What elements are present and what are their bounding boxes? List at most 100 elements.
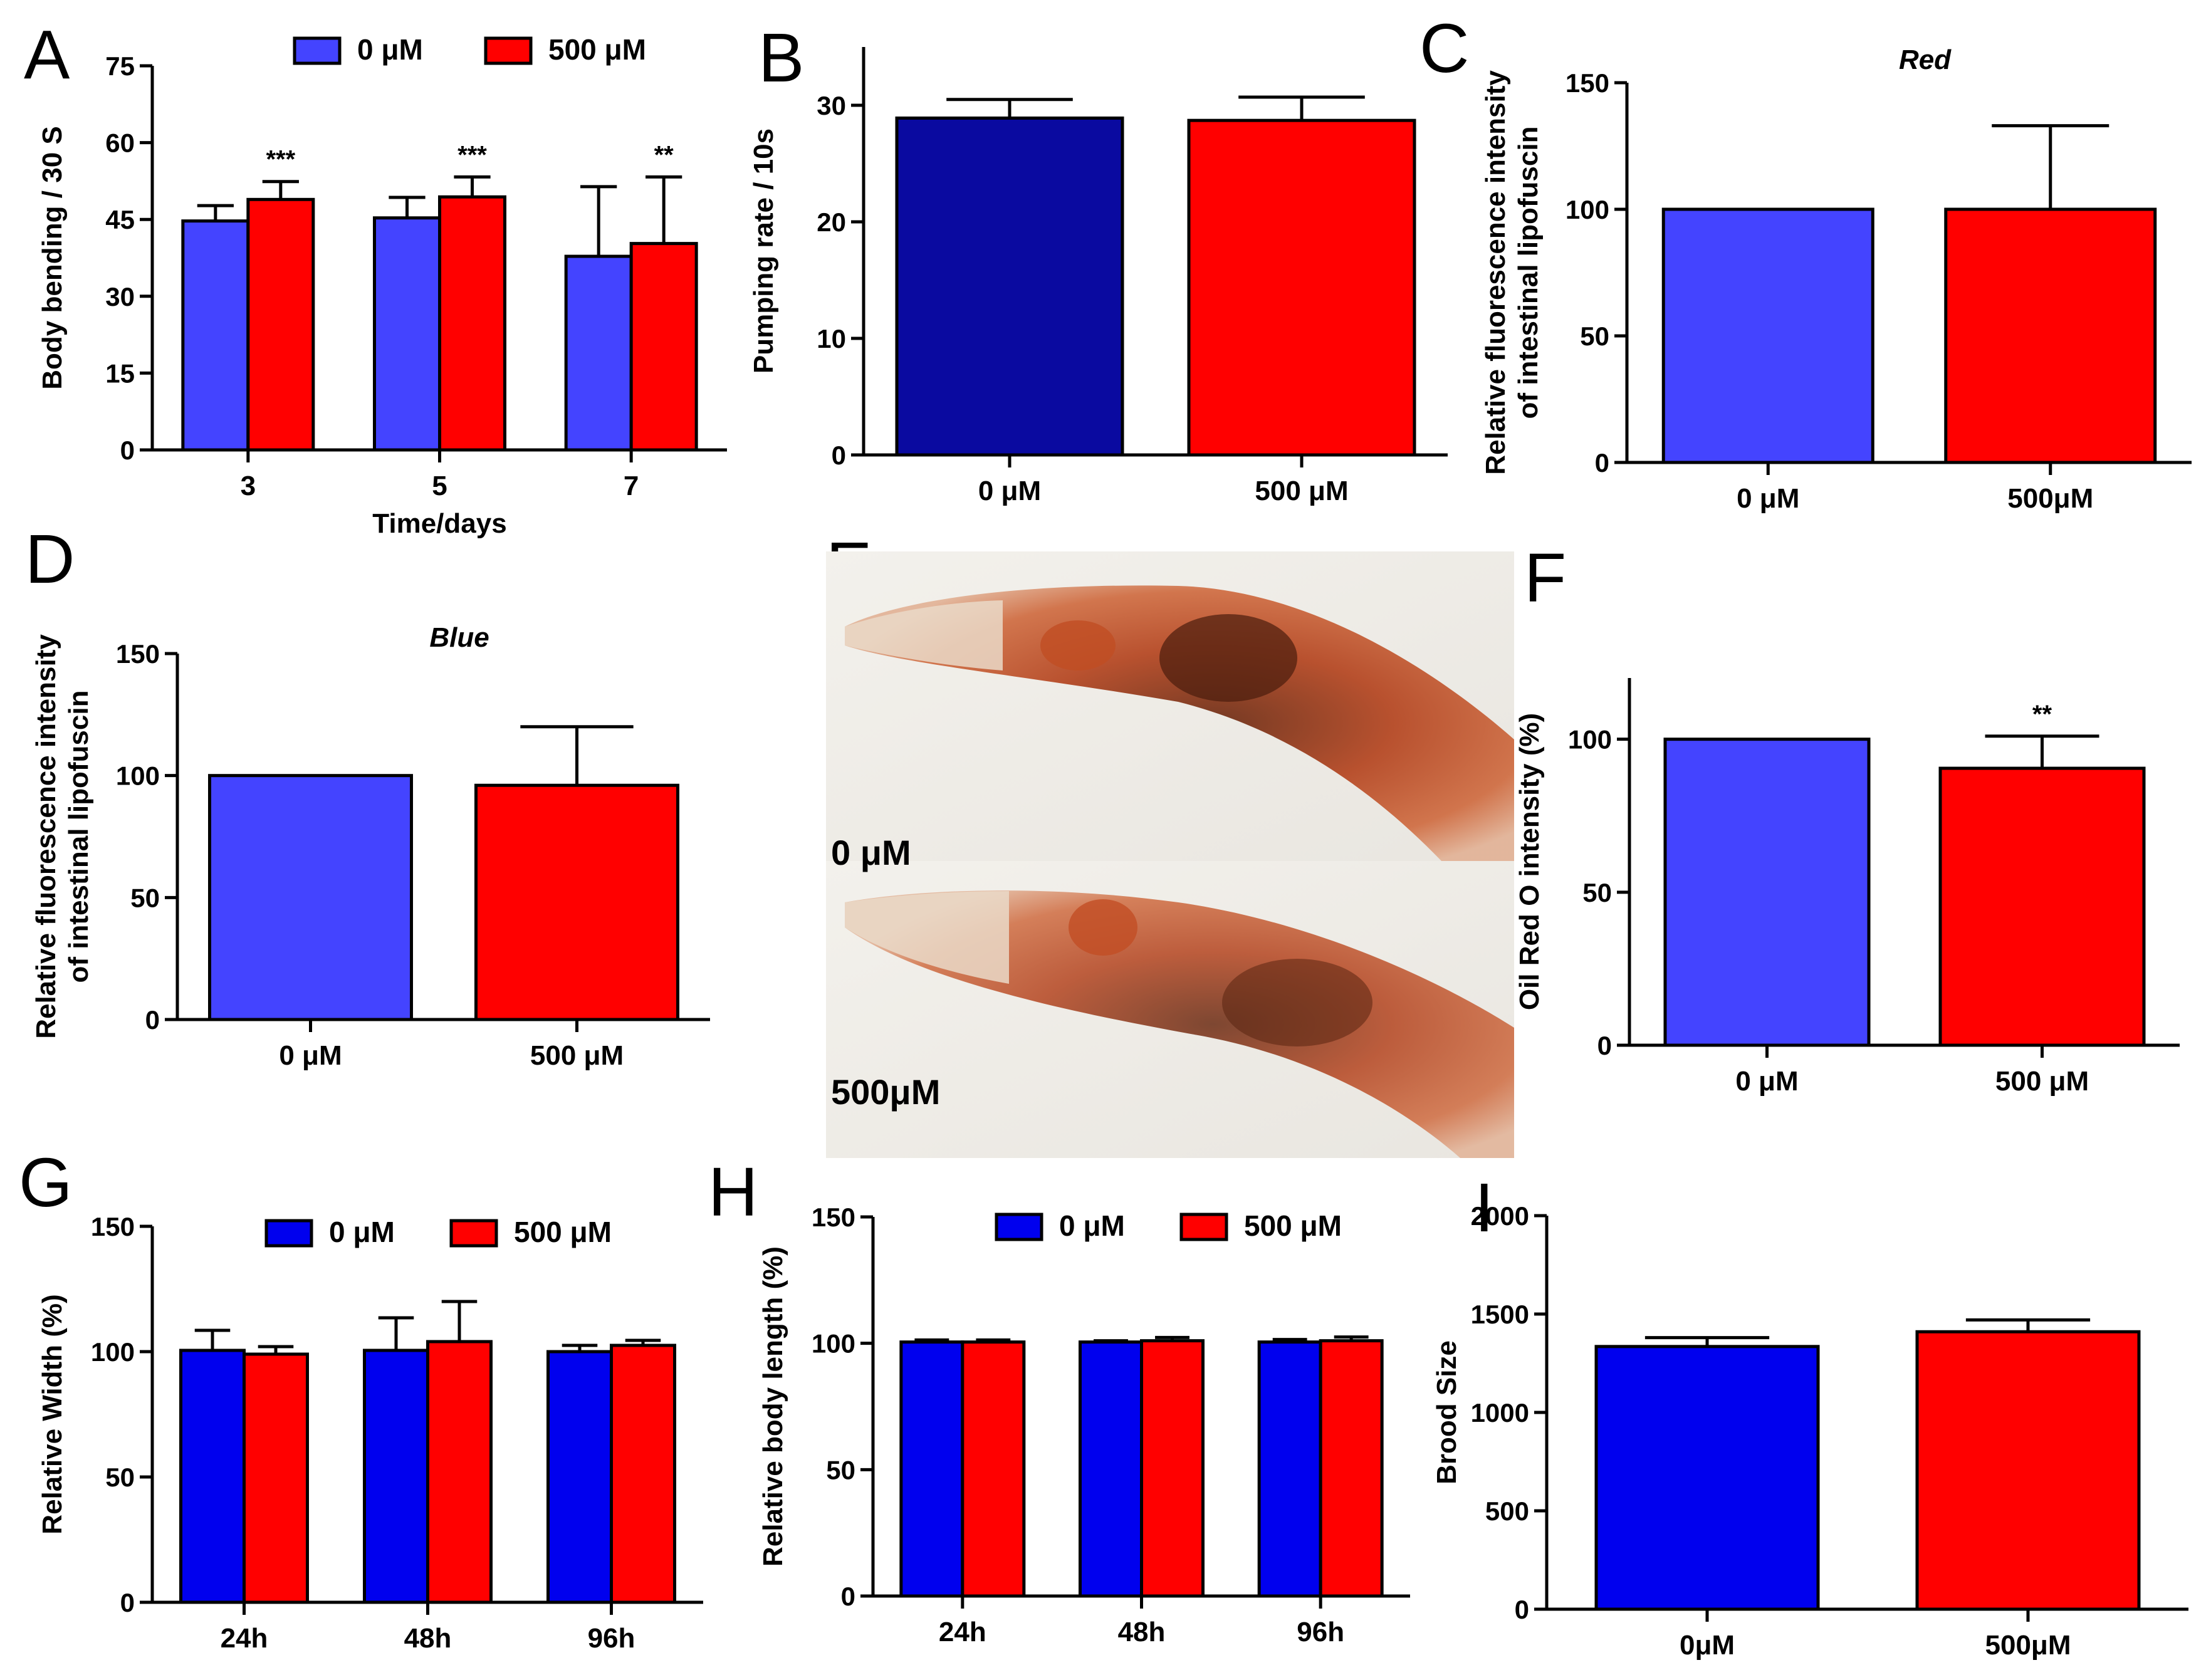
bar [546, 1350, 613, 1604]
bar [1663, 738, 1871, 1047]
y-tick-label: 10 [817, 324, 846, 353]
bar [1187, 118, 1416, 457]
x-axis-label: Time/days [372, 508, 506, 539]
legend-label: 500 μM [548, 33, 646, 66]
panel-letter-g: G [19, 1144, 73, 1221]
x-tick-label: 48h [1118, 1617, 1166, 1647]
y-tick-label: 0 [832, 441, 846, 470]
y-axis-label: Relative body length (%) [758, 1246, 788, 1567]
panel-letter-f: F [1524, 540, 1566, 617]
bar [208, 774, 413, 1021]
y-axis-label: Brood Size [1431, 1340, 1462, 1484]
y-axis-label: Relative Width (%) [37, 1294, 68, 1534]
panel-c: C 0 50 100 150 Relative fluorescence intensit… [1419, 10, 2192, 514]
y-tick-label: 50 [130, 883, 160, 912]
significance-label: ** [654, 141, 674, 169]
legend-label: 500 μM [514, 1216, 612, 1248]
y-tick-label: 1500 [1471, 1300, 1529, 1329]
x-tick-label: 500μM [1985, 1630, 2071, 1661]
panel-g: G 0 50 100 150 Relative Width (%) 24h 48h 96h 0 μ… [19, 1144, 703, 1654]
panel-letter-d: D [25, 521, 75, 598]
panel-i: I 0 500 1000 1500 2000 Brood Size 0μM 500μM [1431, 1169, 2188, 1661]
legend-label: 500 μM [1244, 1209, 1342, 1242]
panel-a: A 0 15 30 45 60 75 Body bending / 30 S 3 *** 5 *** 7… [24, 16, 727, 539]
significance-label: *** [266, 146, 295, 174]
micrograph-label-bottom: 500μM [831, 1072, 940, 1112]
legend-swatch [264, 1219, 313, 1248]
bar [895, 116, 1124, 457]
legend-swatch [995, 1213, 1043, 1241]
x-tick-label: 96h [588, 1623, 635, 1654]
y-tick-label: 100 [1568, 725, 1612, 754]
panel-b: B 0 10 20 30 Pumping rate / 10s 0 μM 500 μM [748, 19, 1448, 506]
y-tick-label: 150 [91, 1212, 135, 1241]
y-tick-label: 0 [1595, 448, 1609, 477]
panel-d: D 0 50 100 150 Relative fluorescence intensit… [25, 521, 710, 1071]
bar [243, 1352, 309, 1604]
bar [1319, 1339, 1384, 1598]
y-tick-label: 30 [817, 91, 846, 120]
bar [1944, 207, 2157, 464]
bar [181, 219, 250, 452]
y-axis-label: of intestinal lipofuscin [1513, 127, 1544, 419]
x-tick-label: 0 μM [978, 476, 1041, 506]
y-tick-label: 500 [1485, 1496, 1529, 1526]
micrograph-label-top: 0 μM [831, 833, 911, 872]
x-tick-label: 7 [624, 471, 639, 501]
x-tick-label: 3 [241, 471, 256, 501]
y-tick-label: 100 [812, 1329, 855, 1359]
legend-label: 0 μM [357, 33, 423, 66]
y-tick-label: 75 [105, 51, 135, 81]
bar [179, 1349, 246, 1604]
bar [373, 216, 441, 452]
bar [474, 783, 679, 1021]
x-tick-label: 0 μM [1737, 483, 1799, 514]
y-tick-label: 20 [817, 207, 846, 237]
panel-letter-b: B [758, 19, 804, 97]
y-tick-label: 50 [1580, 321, 1609, 351]
panel-letter-i: I [1475, 1169, 1494, 1246]
x-tick-label: 0 μM [1735, 1066, 1798, 1097]
y-tick-label: 0 [841, 1582, 855, 1611]
y-tick-label: 0 [1597, 1031, 1612, 1060]
legend-swatch [484, 36, 533, 65]
y-tick-label: 2000 [1471, 1201, 1529, 1231]
bar [961, 1340, 1026, 1598]
bar [564, 254, 633, 452]
y-tick-label: 0 [145, 1005, 160, 1035]
y-tick-label: 150 [116, 639, 160, 669]
panel-letter-a: A [24, 16, 70, 93]
x-tick-label: 0 μM [279, 1040, 342, 1071]
y-tick-label: 150 [812, 1203, 855, 1232]
x-tick-label: 24h [221, 1623, 268, 1654]
bar [1079, 1340, 1143, 1598]
y-axis-label: Relative fluorescence intensity [31, 634, 61, 1039]
y-tick-label: 50 [105, 1463, 135, 1492]
bar [363, 1349, 429, 1604]
legend-swatch [1179, 1213, 1228, 1241]
bar [1594, 1345, 1820, 1611]
chart-title: Red [1899, 44, 1952, 75]
legend-label: 0 μM [329, 1216, 395, 1248]
y-axis-label: Pumping rate / 10s [748, 128, 779, 373]
y-axis-label: Body bending / 30 S [37, 126, 68, 390]
micrograph-bottom [826, 861, 1514, 1158]
x-tick-label: 5 [432, 471, 447, 501]
bar [899, 1340, 964, 1598]
y-tick-label: 0 [120, 436, 135, 465]
bar [438, 195, 506, 452]
x-tick-label: 48h [404, 1623, 452, 1654]
bar [1140, 1339, 1205, 1598]
significance-label: ** [2032, 701, 2052, 728]
y-tick-label: 150 [1566, 68, 1609, 98]
bar [426, 1340, 493, 1604]
x-tick-label: 500 μM [1255, 476, 1348, 506]
micrograph-top [826, 551, 1514, 861]
y-tick-label: 0 [1515, 1595, 1529, 1624]
panel-h: H 0 50 100 150 Relative body length (%) 24h 48h… [708, 1154, 1410, 1647]
x-tick-label: 24h [939, 1617, 986, 1647]
panel-letter-h: H [708, 1154, 758, 1231]
y-tick-label: 0 [120, 1588, 135, 1617]
x-tick-label: 96h [1297, 1617, 1344, 1647]
